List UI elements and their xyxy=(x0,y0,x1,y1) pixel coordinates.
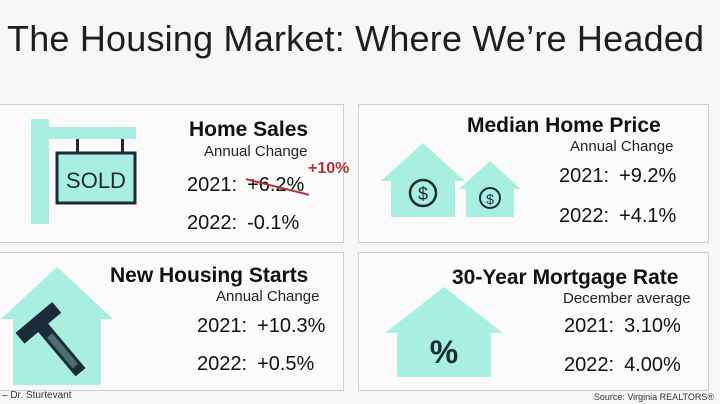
house-percent-icon: % xyxy=(385,287,503,377)
sold-sign-icon: SOLD xyxy=(31,119,137,224)
value: +10.3% xyxy=(257,315,326,337)
median-price-panel: $ $ Median Home Price Annual Change 2021… xyxy=(358,104,709,243)
year-label: 2021: xyxy=(559,165,610,187)
svg-text:$: $ xyxy=(418,184,428,204)
value: 4.00% xyxy=(624,354,681,376)
house-hammer-icon xyxy=(1,267,113,385)
source-note: Source: Virginia REALTORS® xyxy=(593,392,714,402)
mortgage-rate-row-2021: 2021: 3.10% xyxy=(564,315,681,338)
median-price-subtitle: Annual Change xyxy=(570,138,674,155)
mortgage-rate-row-2022: 2022: 4.00% xyxy=(564,354,681,377)
home-sales-row-2021: 2021: +6.2% xyxy=(187,174,304,197)
mortgage-rate-title: 30-Year Mortgage Rate xyxy=(452,266,679,289)
year-label: 2022: xyxy=(564,354,615,376)
value: +0.5% xyxy=(257,353,315,375)
value: 3.10% xyxy=(624,315,681,337)
median-price-title: Median Home Price xyxy=(467,114,661,137)
houses-dollar-icon: $ $ xyxy=(381,143,521,217)
year-label: 2021: xyxy=(197,315,248,337)
year-label: 2022: xyxy=(187,212,238,234)
attribution: – Dr. Sturtevant xyxy=(2,390,72,401)
housing-starts-subtitle: Annual Change xyxy=(216,288,320,305)
housing-starts-row-2022: 2022: +0.5% xyxy=(197,353,314,376)
housing-starts-title: New Housing Starts xyxy=(110,264,309,287)
home-sales-panel: SOLD Home Sales Annual Change 2021: +6.2%… xyxy=(0,104,349,243)
housing-starts-panel: New Housing Starts Annual Change 2021: +1… xyxy=(0,252,344,391)
home-sales-subtitle: Annual Change xyxy=(204,143,308,160)
home-sales-row-2022: 2022: -0.1% xyxy=(187,212,299,235)
year-label: 2022: xyxy=(559,205,610,227)
svg-text:$: $ xyxy=(486,191,494,207)
value: +4.1% xyxy=(619,205,677,227)
percent-text: % xyxy=(430,334,458,370)
year-label: 2021: xyxy=(187,174,238,196)
page-title: The Housing Market: Where We’re Headed xyxy=(7,18,705,59)
year-label: 2021: xyxy=(564,315,615,337)
value: -0.1% xyxy=(247,212,300,234)
struck-value: +6.2% xyxy=(247,174,305,196)
revised-value: +10% xyxy=(308,160,350,177)
mortgage-rate-panel: % 30-Year Mortgage Rate December average… xyxy=(358,252,709,391)
housing-starts-row-2021: 2021: +10.3% xyxy=(197,315,325,338)
mortgage-rate-subtitle: December average xyxy=(563,290,691,307)
sold-sign-text: SOLD xyxy=(66,168,126,193)
value: +9.2% xyxy=(619,165,677,187)
home-sales-title: Home Sales xyxy=(189,118,309,141)
median-price-row-2021: 2021: +9.2% xyxy=(559,165,676,188)
year-label: 2022: xyxy=(197,353,248,375)
median-price-row-2022: 2022: +4.1% xyxy=(559,205,676,228)
